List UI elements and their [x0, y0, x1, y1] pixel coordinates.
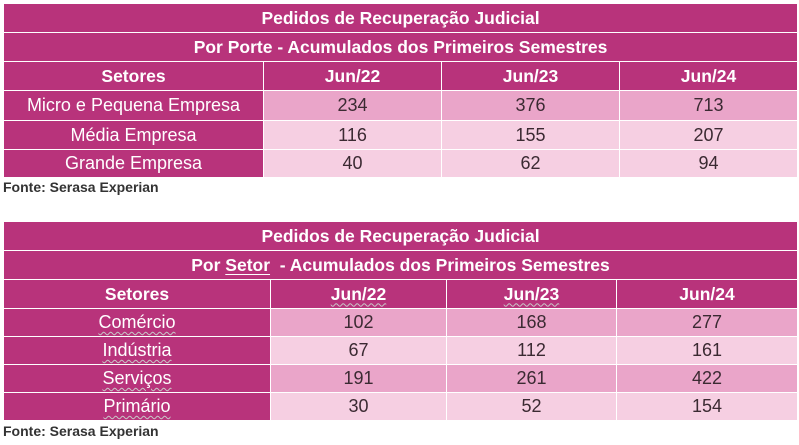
cell-value: 168 [446, 308, 617, 337]
table-title: Pedidos de Recuperação Judicial [2, 3, 799, 33]
column-header-jun22: Jun/22 [270, 279, 447, 309]
cell-value: 116 [263, 120, 442, 150]
column-header-jun24: Jun/24 [618, 61, 799, 91]
row-label: Primário [3, 392, 271, 421]
table-subtitle: Por Porte - Acumulados dos Primeiros Sem… [2, 32, 799, 62]
cell-value: 376 [441, 90, 620, 121]
row-label: Indústria [3, 336, 271, 365]
cell-value: 207 [618, 120, 799, 150]
table-row: Comércio 102 168 277 [3, 308, 799, 337]
cell-value: 161 [615, 336, 799, 365]
column-header-jun23: Jun/23 [441, 61, 620, 91]
row-label: Serviços [3, 364, 271, 393]
cell-value: 154 [615, 392, 799, 421]
table-subtitle: Por Setor - Acumulados dos Primeiros Sem… [2, 250, 799, 280]
cell-value: 102 [270, 308, 447, 337]
row-label: Comércio [3, 308, 271, 337]
cell-value: 713 [618, 90, 799, 121]
row-label: Micro e Pequena Empresa [3, 90, 264, 121]
column-header-jun22: Jun/22 [263, 61, 442, 91]
cell-value: 94 [618, 149, 799, 178]
cell-value: 52 [446, 392, 617, 421]
cell-value: 67 [270, 336, 447, 365]
column-header-jun24: Jun/24 [615, 279, 799, 309]
cell-value: 191 [270, 364, 447, 393]
cell-value: 261 [446, 364, 617, 393]
cell-value: 234 [263, 90, 442, 121]
subtitle-keyword: Setor [225, 254, 271, 275]
cell-value: 40 [263, 149, 442, 178]
column-header-jun23: Jun/23 [446, 279, 617, 309]
porte-table: Pedidos de Recuperação Judicial Por Port… [2, 3, 799, 178]
table-row: Média Empresa 116 155 207 [3, 120, 799, 150]
cell-value: 30 [270, 392, 447, 421]
subtitle-prefix: Por [191, 254, 226, 275]
subtitle-suffix: - Acumulados dos Primeiros Semestres [270, 254, 610, 275]
source-note: Fonte: Serasa Experian [3, 423, 159, 439]
row-label: Média Empresa [3, 120, 264, 150]
source-note: Fonte: Serasa Experian [3, 179, 159, 195]
table-row: Grande Empresa 40 62 94 [3, 149, 799, 178]
table-row: Primário 30 52 154 [3, 392, 799, 421]
column-header-setores: Setores [3, 279, 271, 309]
cell-value: 62 [441, 149, 620, 178]
column-header-setores: Setores [3, 61, 264, 91]
cell-value: 277 [615, 308, 799, 337]
table-row: Micro e Pequena Empresa 234 376 713 [3, 90, 799, 121]
cell-value: 112 [446, 336, 617, 365]
table-title: Pedidos de Recuperação Judicial [2, 221, 799, 251]
table-row: Indústria 67 112 161 [3, 336, 799, 365]
cell-value: 422 [615, 364, 799, 393]
cell-value: 155 [441, 120, 620, 150]
row-label: Grande Empresa [3, 149, 264, 178]
setor-table: Pedidos de Recuperação Judicial Por Seto… [2, 221, 799, 421]
table-row: Serviços 191 261 422 [3, 364, 799, 393]
